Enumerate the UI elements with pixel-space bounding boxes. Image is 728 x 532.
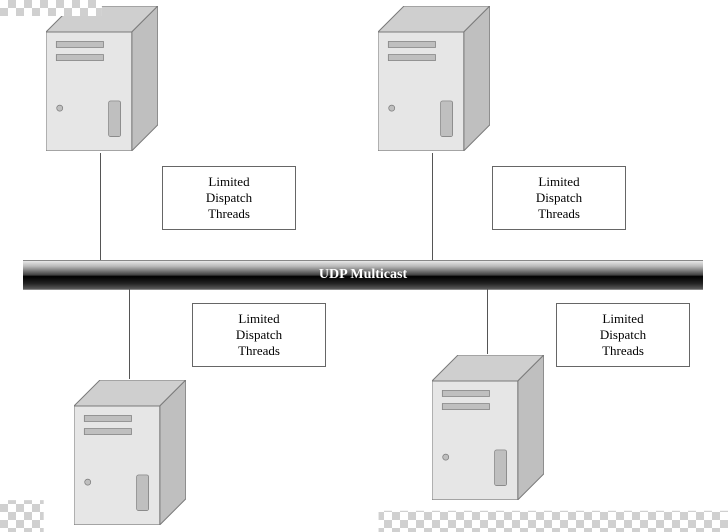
label-line: Limited <box>163 174 295 190</box>
server-node <box>46 6 158 156</box>
dispatch-threads-label: LimitedDispatchThreads <box>192 303 326 367</box>
connector-line <box>487 288 488 354</box>
connector-line <box>129 288 130 379</box>
server-icon <box>74 380 186 525</box>
server-icon <box>432 355 544 500</box>
udp-multicast-bus: UDP Multicast <box>23 260 703 290</box>
label-line: Limited <box>557 311 689 327</box>
server-node <box>378 6 490 156</box>
label-line: Limited <box>193 311 325 327</box>
bus-label: UDP Multicast <box>319 267 407 283</box>
dispatch-threads-label: LimitedDispatchThreads <box>492 166 626 230</box>
dispatch-threads-label: LimitedDispatchThreads <box>162 166 296 230</box>
label-line: Threads <box>193 343 325 359</box>
label-line: Threads <box>163 206 295 222</box>
connector-line <box>100 153 101 260</box>
label-line: Dispatch <box>163 190 295 206</box>
label-line: Dispatch <box>193 327 325 343</box>
diagram-canvas: UDP Multicast LimitedDispatchThreadsLim <box>0 0 728 532</box>
server-node <box>74 380 186 530</box>
server-icon <box>378 6 490 151</box>
connector-line <box>432 153 433 260</box>
server-icon <box>46 6 158 151</box>
label-line: Dispatch <box>557 327 689 343</box>
dispatch-threads-label: LimitedDispatchThreads <box>556 303 690 367</box>
label-line: Threads <box>557 343 689 359</box>
label-line: Dispatch <box>493 190 625 206</box>
server-node <box>432 355 544 505</box>
label-line: Limited <box>493 174 625 190</box>
label-line: Threads <box>493 206 625 222</box>
